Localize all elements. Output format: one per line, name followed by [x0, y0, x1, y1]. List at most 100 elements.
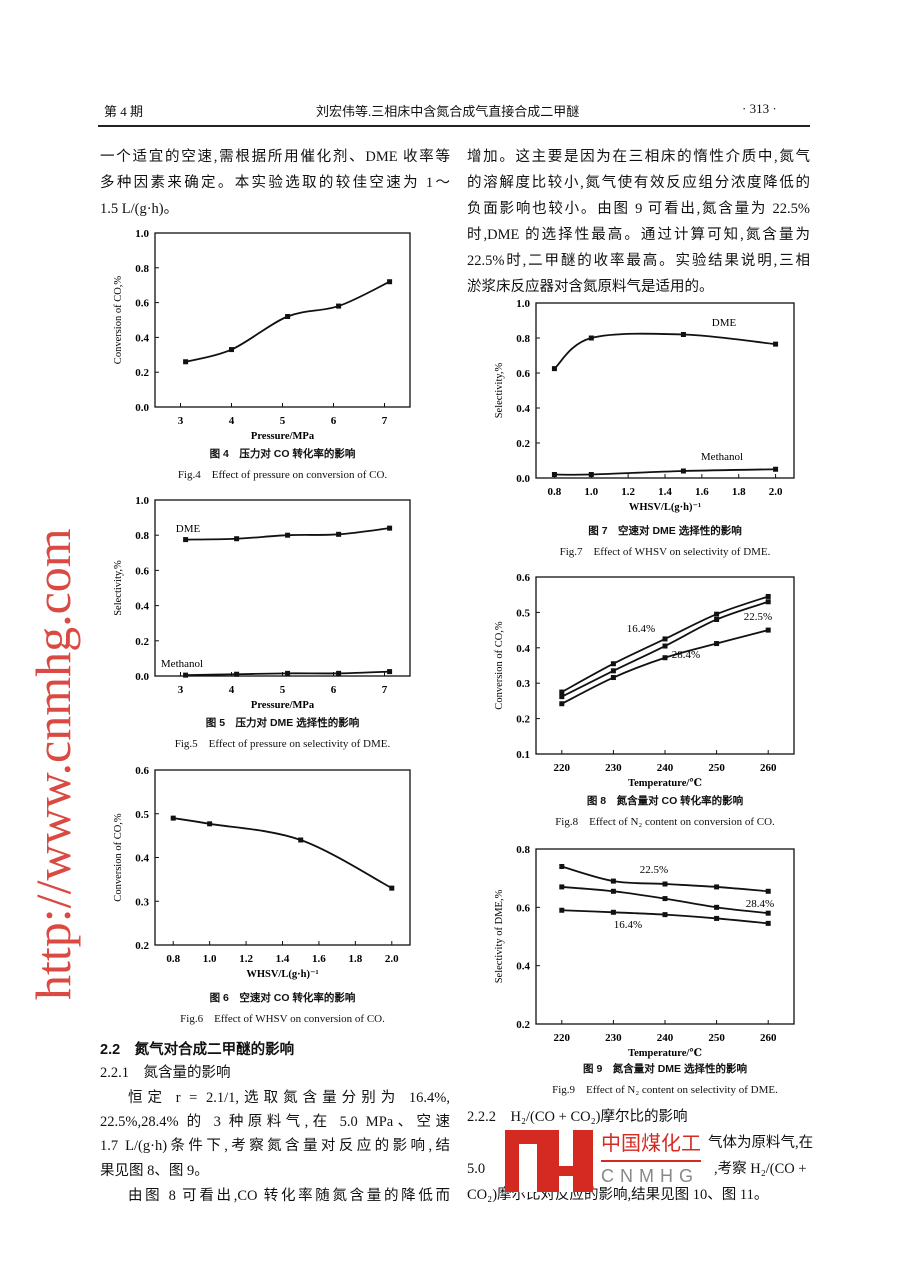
data-point — [680, 332, 686, 337]
text-line: 恒定 r = 2.1/1,选取氮含量分别为 16.4%, — [128, 1090, 450, 1106]
x-tick-label: 260 — [760, 762, 777, 774]
y-tick-label: 0.1 — [516, 749, 530, 761]
y-tick-label: 0.6 — [516, 902, 530, 914]
x-tick-label: 220 — [554, 762, 571, 774]
y-tick-label: 0.6 — [135, 298, 149, 310]
data-point — [285, 314, 291, 320]
data-point — [588, 335, 594, 341]
series-label: 16.4% — [627, 623, 655, 635]
figure-caption-cn: 图 4 压力对 CO 转化率的影响 — [209, 448, 356, 460]
data-point — [662, 655, 668, 661]
x-tick-label: 1.0 — [203, 953, 217, 965]
figure-caption-en: Fig.9 Effect of N₂ content on selectivit… — [552, 1084, 778, 1096]
data-point — [714, 904, 720, 910]
x-tick-label: 6 — [331, 684, 337, 696]
y-tick-label: 0.2 — [135, 940, 149, 952]
series-line — [554, 468, 776, 476]
data-point — [298, 837, 304, 843]
figure-caption-cn: 图 5 压力对 DME 选择性的影响 — [205, 717, 360, 729]
y-tick-label: 1.0 — [516, 298, 530, 310]
y-axis-label: Conversion of CO,% — [113, 813, 124, 902]
data-point — [183, 537, 189, 543]
y-tick-label: 0.4 — [516, 961, 530, 973]
y-tick-label: 0.2 — [516, 714, 530, 726]
x-tick-label: 4 — [229, 684, 235, 696]
y-axis-label: Selectivity,% — [494, 362, 505, 418]
data-point — [610, 878, 616, 884]
y-axis-label: Selectivity of DME,% — [494, 889, 505, 983]
x-tick-label: 230 — [605, 1032, 622, 1044]
x-tick-label: 260 — [760, 1032, 777, 1044]
y-tick-label: 0.6 — [516, 572, 530, 584]
data-point — [588, 472, 594, 477]
y-tick-label: 0.2 — [135, 367, 149, 379]
data-point — [551, 366, 557, 372]
x-tick-label: 230 — [605, 762, 622, 774]
data-point — [610, 668, 616, 674]
series-label: 22.5% — [744, 611, 772, 623]
text-line: ,考察 H₂/(CO + — [714, 1161, 807, 1177]
data-point — [714, 641, 720, 647]
data-point — [559, 884, 565, 890]
section-heading-2-2: 2.2 氮气对合成二甲醚的影响 — [100, 1042, 295, 1058]
x-axis-label: Temperature/℃ — [628, 1048, 702, 1059]
x-tick-label: 250 — [708, 762, 725, 774]
series-label: Methanol — [701, 451, 743, 463]
data-point — [714, 884, 720, 890]
text-line: 22.5%,28.4% 的 3 种原料气,在 5.0 MPa、空速 — [100, 1114, 450, 1130]
x-tick-label: 7 — [382, 684, 388, 696]
series-label: 28.4% — [746, 898, 774, 910]
x-tick-label: 6 — [331, 415, 337, 427]
y-tick-label: 0.4 — [135, 601, 149, 613]
data-point — [207, 821, 213, 827]
x-tick-label: 0.8 — [166, 953, 180, 965]
logo-cn: 中国煤化工 — [601, 1133, 701, 1155]
data-point — [610, 661, 616, 667]
data-point — [765, 627, 771, 633]
x-axis-label: Pressure/MPa — [251, 431, 315, 442]
running-title: 刘宏伟等.三相床中含氮合成气直接合成二甲醚 — [316, 104, 580, 119]
x-axis-label: Temperature/℃ — [628, 778, 702, 789]
y-tick-label: 0.8 — [135, 263, 149, 275]
data-point — [765, 910, 771, 916]
data-point — [551, 472, 557, 477]
data-point — [559, 689, 565, 695]
x-tick-label: 3 — [178, 684, 184, 696]
series-label: 28.4% — [672, 649, 700, 661]
x-tick-label: 1.4 — [658, 486, 672, 498]
x-axis-label: WHSV/L(g·h)⁻¹ — [629, 502, 701, 513]
x-tick-label: 240 — [657, 762, 674, 774]
data-point — [336, 670, 342, 676]
y-axis-label: Selectivity,% — [113, 560, 124, 616]
y-tick-label: 0.6 — [135, 565, 149, 577]
y-tick-label: 0.4 — [135, 853, 149, 865]
text-line: 果见图 8、图 9。 — [100, 1163, 209, 1179]
text-line: 1.7 L/(g·h)条件下,考察氮含量对反应的影响,结 — [100, 1138, 450, 1154]
text-line: 1.5 L/(g·h)。 — [100, 201, 179, 217]
data-point — [765, 599, 771, 605]
data-point — [234, 536, 240, 542]
text-line: 多种因素来确定。本实验选取的较佳空速为 1～ — [100, 175, 450, 191]
y-tick-label: 0.4 — [516, 403, 530, 415]
x-tick-label: 5 — [280, 684, 286, 696]
text-line: 增加。这主要是因为在三相床的惰性介质中,氮气 — [467, 149, 810, 165]
data-point — [610, 909, 616, 915]
x-tick-label: 1.8 — [348, 953, 362, 965]
data-point — [773, 341, 779, 347]
section-heading-2-2-2: 2.2.2 H₂/(CO + CO₂)摩尔比的影响 — [467, 1109, 688, 1125]
data-point — [183, 672, 189, 678]
data-point — [765, 920, 771, 926]
y-tick-label: 0.3 — [516, 678, 530, 690]
data-point — [170, 815, 176, 821]
y-tick-label: 0.8 — [516, 333, 530, 345]
y-tick-label: 0.0 — [135, 402, 149, 414]
x-tick-label: 0.8 — [548, 486, 562, 498]
data-point — [559, 864, 565, 869]
x-tick-label: 5 — [280, 415, 286, 427]
x-tick-label: 2.0 — [769, 486, 783, 498]
y-tick-label: 0.5 — [135, 809, 149, 821]
issue-number: 第 4 期 — [104, 104, 144, 119]
